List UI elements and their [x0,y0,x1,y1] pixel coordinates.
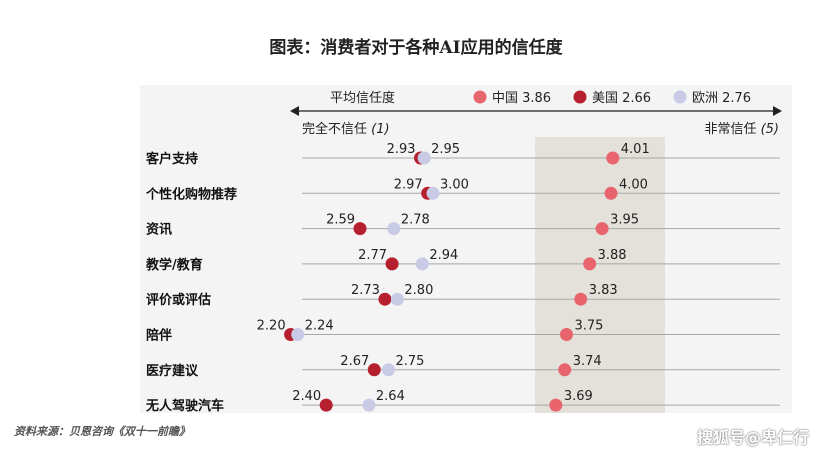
china-value-label: 3.69 [564,389,593,404]
europe-value-label: 2.95 [431,142,460,157]
europe-point [415,257,429,271]
us-point [367,363,381,377]
category-label: 医疗建议 [146,363,199,379]
china-value-label: 3.75 [575,319,604,334]
axis-left-value: (1) [371,122,389,137]
legend-marker-1 [573,90,587,104]
china-value-label: 3.95 [610,213,639,228]
china-value-label: 3.83 [589,283,618,298]
axis-end-labels: 完全不信任 (1) 非常信任 (5) [302,121,779,137]
us-point [385,257,399,271]
us-point [353,222,367,236]
china-point [574,292,588,306]
category-label: 教学/教育 [145,257,203,273]
europe-value-label: 2.64 [376,389,405,404]
us-value-label: 2.93 [387,142,416,157]
chart-row: 医疗建议 2.67 2.75 3.74 [146,354,780,379]
china-value-label: 3.74 [573,354,602,369]
europe-point [387,222,401,236]
legend-label-2: 欧洲 2.76 [692,91,751,106]
legend-marker-0 [473,90,487,104]
chart-background [140,85,792,413]
category-label: 个性化购物推荐 [145,186,237,202]
axis-left-label: 完全不信任 (1) [302,121,390,137]
europe-point [362,398,376,412]
axis-arrow-right [773,106,782,116]
europe-value-label: 2.78 [401,213,430,228]
europe-value-label: 2.75 [396,354,425,369]
china-point [558,363,572,377]
us-value-label: 2.40 [292,389,321,404]
us-value-label: 2.59 [326,213,355,228]
category-label: 评价或评估 [146,292,211,308]
axis-right-label: 非常信任 (5) [704,122,779,137]
legend: 平均信任度 中国 3.86 美国 2.66 欧洲 2.76 [330,90,751,106]
europe-point [417,151,431,165]
europe-value-label: 2.80 [404,283,433,298]
category-label: 客户支持 [146,151,198,167]
axis-right-value: (5) [761,122,779,137]
china-point [560,328,573,341]
axis-arrow-left [290,106,299,116]
europe-value-label: 2.24 [305,319,334,334]
legend-label-1: 美国 2.66 [592,91,651,106]
europe-point [390,292,404,306]
us-value-label: 2.67 [340,354,369,369]
us-point [319,398,333,412]
chart-row: 资讯 2.59 2.78 3.95 [146,213,780,238]
china-point [595,222,609,236]
chart-row: 无人驾驶汽车 2.40 2.64 3.69 [145,389,780,414]
source-note: 资料来源：贝恩咨询《双十一前瞻》 [14,425,190,438]
legend-marker-2 [673,90,687,104]
watermark: 搜狐号@卑仁行 [697,428,810,447]
europe-point [382,363,395,377]
europe-point [291,328,305,341]
legend-title: 平均信任度 [330,90,395,106]
chart-row: 教学/教育 2.77 2.94 3.88 [145,248,780,273]
china-point [604,186,618,200]
chart-title: 图表：消费者对于各种AI应用的信任度 [269,38,563,58]
chart-row: 评价或评估 2.73 2.80 3.83 [146,283,780,308]
china-value-label: 4.01 [621,142,650,157]
china-value-label: 4.00 [619,177,648,192]
china-point [583,257,597,271]
category-label: 陪伴 [146,328,172,344]
chart-row: 客户支持 2.93 2.95 4.01 [146,142,780,167]
category-label: 资讯 [146,222,172,238]
us-value-label: 2.77 [358,248,387,263]
us-point [378,292,392,306]
us-value-label: 2.20 [257,319,286,334]
china-point [606,151,620,165]
europe-value-label: 2.94 [429,248,458,263]
us-value-label: 2.97 [394,177,423,192]
europe-point [426,186,440,200]
china-value-label: 3.88 [598,248,627,263]
chart-row: 个性化购物推荐 2.97 3.00 4.00 [145,177,780,202]
legend-label-0: 中国 3.86 [492,91,551,106]
us-value-label: 2.73 [351,283,380,298]
china-point [549,398,563,412]
category-label: 无人驾驶汽车 [145,398,224,414]
europe-value-label: 3.00 [440,177,469,192]
chart-rows: 客户支持 2.93 2.95 4.01 个性化购物推荐 2.97 3.00 4.00 资讯 2.5… [145,142,780,414]
highlight-band [535,137,665,413]
chart-row: 陪伴 2.20 2.24 3.75 [146,319,780,344]
